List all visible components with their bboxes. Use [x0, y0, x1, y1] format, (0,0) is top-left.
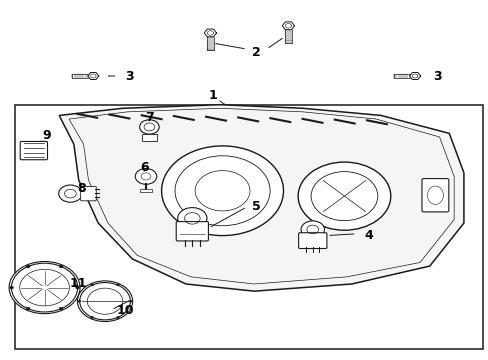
- Circle shape: [26, 307, 30, 310]
- Text: 2: 2: [252, 46, 261, 59]
- Polygon shape: [282, 22, 294, 30]
- Circle shape: [129, 300, 132, 302]
- Text: 4: 4: [364, 229, 372, 242]
- Polygon shape: [409, 72, 420, 80]
- Circle shape: [59, 307, 63, 310]
- Polygon shape: [59, 105, 463, 291]
- FancyBboxPatch shape: [20, 141, 47, 160]
- Bar: [142, 134, 157, 140]
- Polygon shape: [204, 29, 216, 37]
- Circle shape: [91, 316, 94, 319]
- Text: 9: 9: [42, 129, 51, 142]
- Polygon shape: [88, 72, 99, 80]
- Circle shape: [135, 168, 157, 184]
- Circle shape: [76, 286, 80, 289]
- Circle shape: [116, 316, 119, 319]
- Circle shape: [59, 265, 63, 268]
- Bar: [15, 105, 483, 348]
- Bar: [140, 189, 152, 192]
- Circle shape: [26, 265, 30, 268]
- Circle shape: [140, 120, 159, 134]
- Text: 10: 10: [116, 305, 134, 318]
- Circle shape: [9, 261, 80, 314]
- Text: 7: 7: [145, 111, 154, 124]
- Circle shape: [77, 281, 132, 321]
- FancyBboxPatch shape: [298, 233, 326, 248]
- Circle shape: [10, 286, 14, 289]
- Text: 3: 3: [125, 69, 134, 82]
- Circle shape: [301, 221, 324, 238]
- Circle shape: [59, 185, 82, 202]
- Text: 11: 11: [70, 278, 87, 291]
- Text: 8: 8: [77, 183, 85, 195]
- Circle shape: [116, 284, 119, 286]
- Text: 3: 3: [432, 69, 441, 82]
- Circle shape: [91, 284, 94, 286]
- Circle shape: [78, 300, 81, 302]
- FancyBboxPatch shape: [176, 222, 208, 241]
- Circle shape: [177, 208, 206, 229]
- Circle shape: [298, 162, 390, 230]
- Text: 1: 1: [208, 89, 217, 102]
- Text: 6: 6: [140, 161, 148, 174]
- FancyBboxPatch shape: [421, 179, 448, 212]
- Circle shape: [161, 146, 283, 235]
- Text: 5: 5: [252, 201, 261, 213]
- FancyBboxPatch shape: [81, 186, 96, 201]
